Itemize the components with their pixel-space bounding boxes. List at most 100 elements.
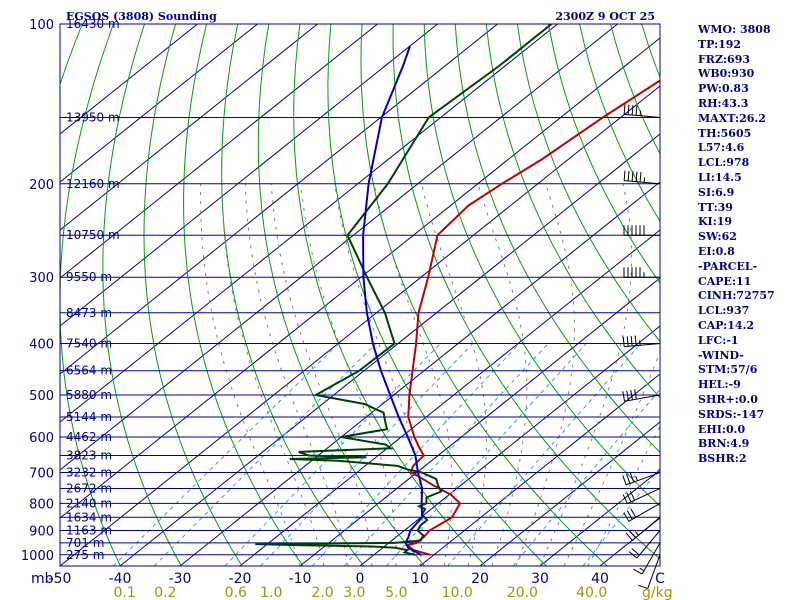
isotherm-line bbox=[419, 373, 660, 566]
mixing-ratio-unit-label: g/kg bbox=[642, 585, 673, 600]
index-item: -PARCEL- bbox=[698, 259, 758, 273]
height-label: 9550 m bbox=[66, 270, 112, 284]
temperature-tick-label: 40 bbox=[591, 571, 609, 587]
wind-barb-half-flag bbox=[634, 531, 639, 536]
mixing-ratio-line bbox=[343, 343, 549, 566]
isotherm-line bbox=[60, 24, 618, 471]
index-item: BRN:4.9 bbox=[698, 437, 750, 451]
height-label: 12160 m bbox=[66, 177, 120, 191]
wind-barb-flag bbox=[631, 171, 634, 182]
isotherm-line bbox=[479, 421, 660, 566]
wind-barb-flag bbox=[626, 492, 632, 503]
moist-adiabat-line bbox=[200, 183, 301, 566]
wind-barb-flag bbox=[623, 512, 630, 522]
index-item: L57:4.6 bbox=[698, 141, 745, 155]
index-item: KI:19 bbox=[698, 215, 733, 229]
index-item: WMO: 3808 bbox=[698, 23, 771, 36]
index-item: EHI:0.0 bbox=[698, 422, 746, 436]
index-item: PW:0.83 bbox=[698, 82, 749, 96]
index-item: RH:43.3 bbox=[698, 96, 749, 110]
dry-adiabat-line bbox=[485, 24, 660, 399]
mixing-ratio-line bbox=[311, 343, 520, 566]
wind-barb bbox=[633, 542, 661, 575]
wind-barb-flag bbox=[626, 336, 629, 347]
dry-adiabat-line bbox=[102, 24, 182, 566]
wind-barb-flag bbox=[634, 389, 637, 400]
isotherm-line bbox=[60, 24, 498, 375]
pressure-tick-label: 900 bbox=[29, 524, 54, 539]
isotherm-line bbox=[60, 37, 660, 519]
chart-datetime: 2300Z 9 OCT 25 bbox=[555, 10, 655, 23]
wind-barb bbox=[623, 104, 661, 118]
wind-barb-flag bbox=[629, 472, 635, 483]
moist-adiabat-line bbox=[270, 183, 373, 566]
mixing-ratio-line bbox=[153, 343, 377, 566]
index-item: STM:57/6 bbox=[698, 363, 758, 377]
dewpoint-profile bbox=[255, 24, 553, 556]
wind-barb-flag bbox=[628, 551, 638, 559]
height-label: 13950 m bbox=[66, 110, 120, 124]
wind-barb-flag bbox=[630, 508, 637, 518]
pressure-tick-label: 300 bbox=[29, 271, 54, 286]
wind-barb-half-flag bbox=[635, 475, 638, 481]
moist-adiabat-line bbox=[373, 183, 453, 566]
index-item: SRDS:-147 bbox=[698, 407, 765, 421]
wind-barb-flag bbox=[622, 391, 626, 402]
isotherm-line bbox=[359, 325, 660, 566]
height-label: 1634 m bbox=[66, 510, 112, 524]
pressure-tick-label: 700 bbox=[29, 467, 54, 482]
wind-barb-staff bbox=[628, 502, 661, 522]
chart-title: EGSOS (3808) Sounding bbox=[66, 10, 217, 23]
wind-barbs bbox=[622, 104, 661, 590]
wind-barb-flag bbox=[634, 335, 637, 346]
isotherm-line bbox=[239, 229, 660, 566]
dry-adiabat-line bbox=[423, 24, 660, 507]
pressure-tick-label: 100 bbox=[29, 18, 54, 33]
wind-barb-flag bbox=[635, 105, 638, 116]
wind-barb-flag bbox=[626, 510, 633, 520]
temperature-tick-label: -10 bbox=[289, 571, 312, 587]
height-label: 5880 m bbox=[66, 388, 112, 402]
temperature-tick-label: 20 bbox=[471, 571, 489, 587]
wind-barb bbox=[623, 225, 660, 236]
index-item: BSHR:2 bbox=[698, 452, 747, 466]
wind-barb-flag bbox=[639, 172, 642, 183]
temperature-profile bbox=[405, 79, 660, 556]
wind-barb-flag bbox=[635, 171, 638, 182]
height-label: 701 m bbox=[66, 536, 104, 550]
wind-barb bbox=[638, 554, 661, 590]
pressure-tick-label: 400 bbox=[29, 338, 54, 353]
moist-adiabat-line bbox=[587, 425, 660, 566]
wind-barb-flag bbox=[627, 104, 630, 115]
background-grid bbox=[60, 24, 660, 566]
pressure-tick-label: 200 bbox=[29, 178, 54, 193]
pressure-unit-label: mb bbox=[31, 571, 54, 587]
temperature-tick-label: C bbox=[655, 571, 665, 587]
stability-indices-panel: WMO: 3808 TP:192 FRZ:693 WB0:930 PW:0.83 RH:4… bbox=[698, 23, 775, 467]
wind-barb-flag bbox=[628, 529, 636, 539]
wind-barb-staff bbox=[647, 554, 661, 589]
wind-barb-flag bbox=[623, 104, 626, 115]
moist-adiabat-line bbox=[477, 183, 528, 566]
index-item: TH:5605 bbox=[698, 126, 752, 140]
isotherm-line bbox=[179, 181, 660, 566]
index-item: LFC:-1 bbox=[698, 333, 739, 347]
plot-frame bbox=[59, 23, 661, 567]
moist-adiabat-line bbox=[221, 183, 325, 566]
wind-barb-flag bbox=[627, 170, 630, 182]
wind-barb-flag bbox=[638, 584, 648, 590]
wind-barb bbox=[625, 516, 661, 541]
index-item: SI:6.9 bbox=[698, 185, 735, 199]
isotherm-line bbox=[60, 24, 258, 183]
dry-adiabat-line bbox=[516, 24, 660, 343]
height-label: 16430 m bbox=[66, 17, 120, 31]
moist-adiabat-line bbox=[539, 183, 633, 566]
wind-barb-flag bbox=[622, 494, 628, 504]
wind-barb bbox=[623, 502, 661, 522]
index-item: SW:62 bbox=[698, 230, 737, 244]
wind-barb bbox=[622, 389, 661, 402]
index-item: HEL:-9 bbox=[698, 378, 741, 392]
isotherm-line bbox=[60, 24, 558, 423]
wind-barb bbox=[622, 472, 661, 486]
